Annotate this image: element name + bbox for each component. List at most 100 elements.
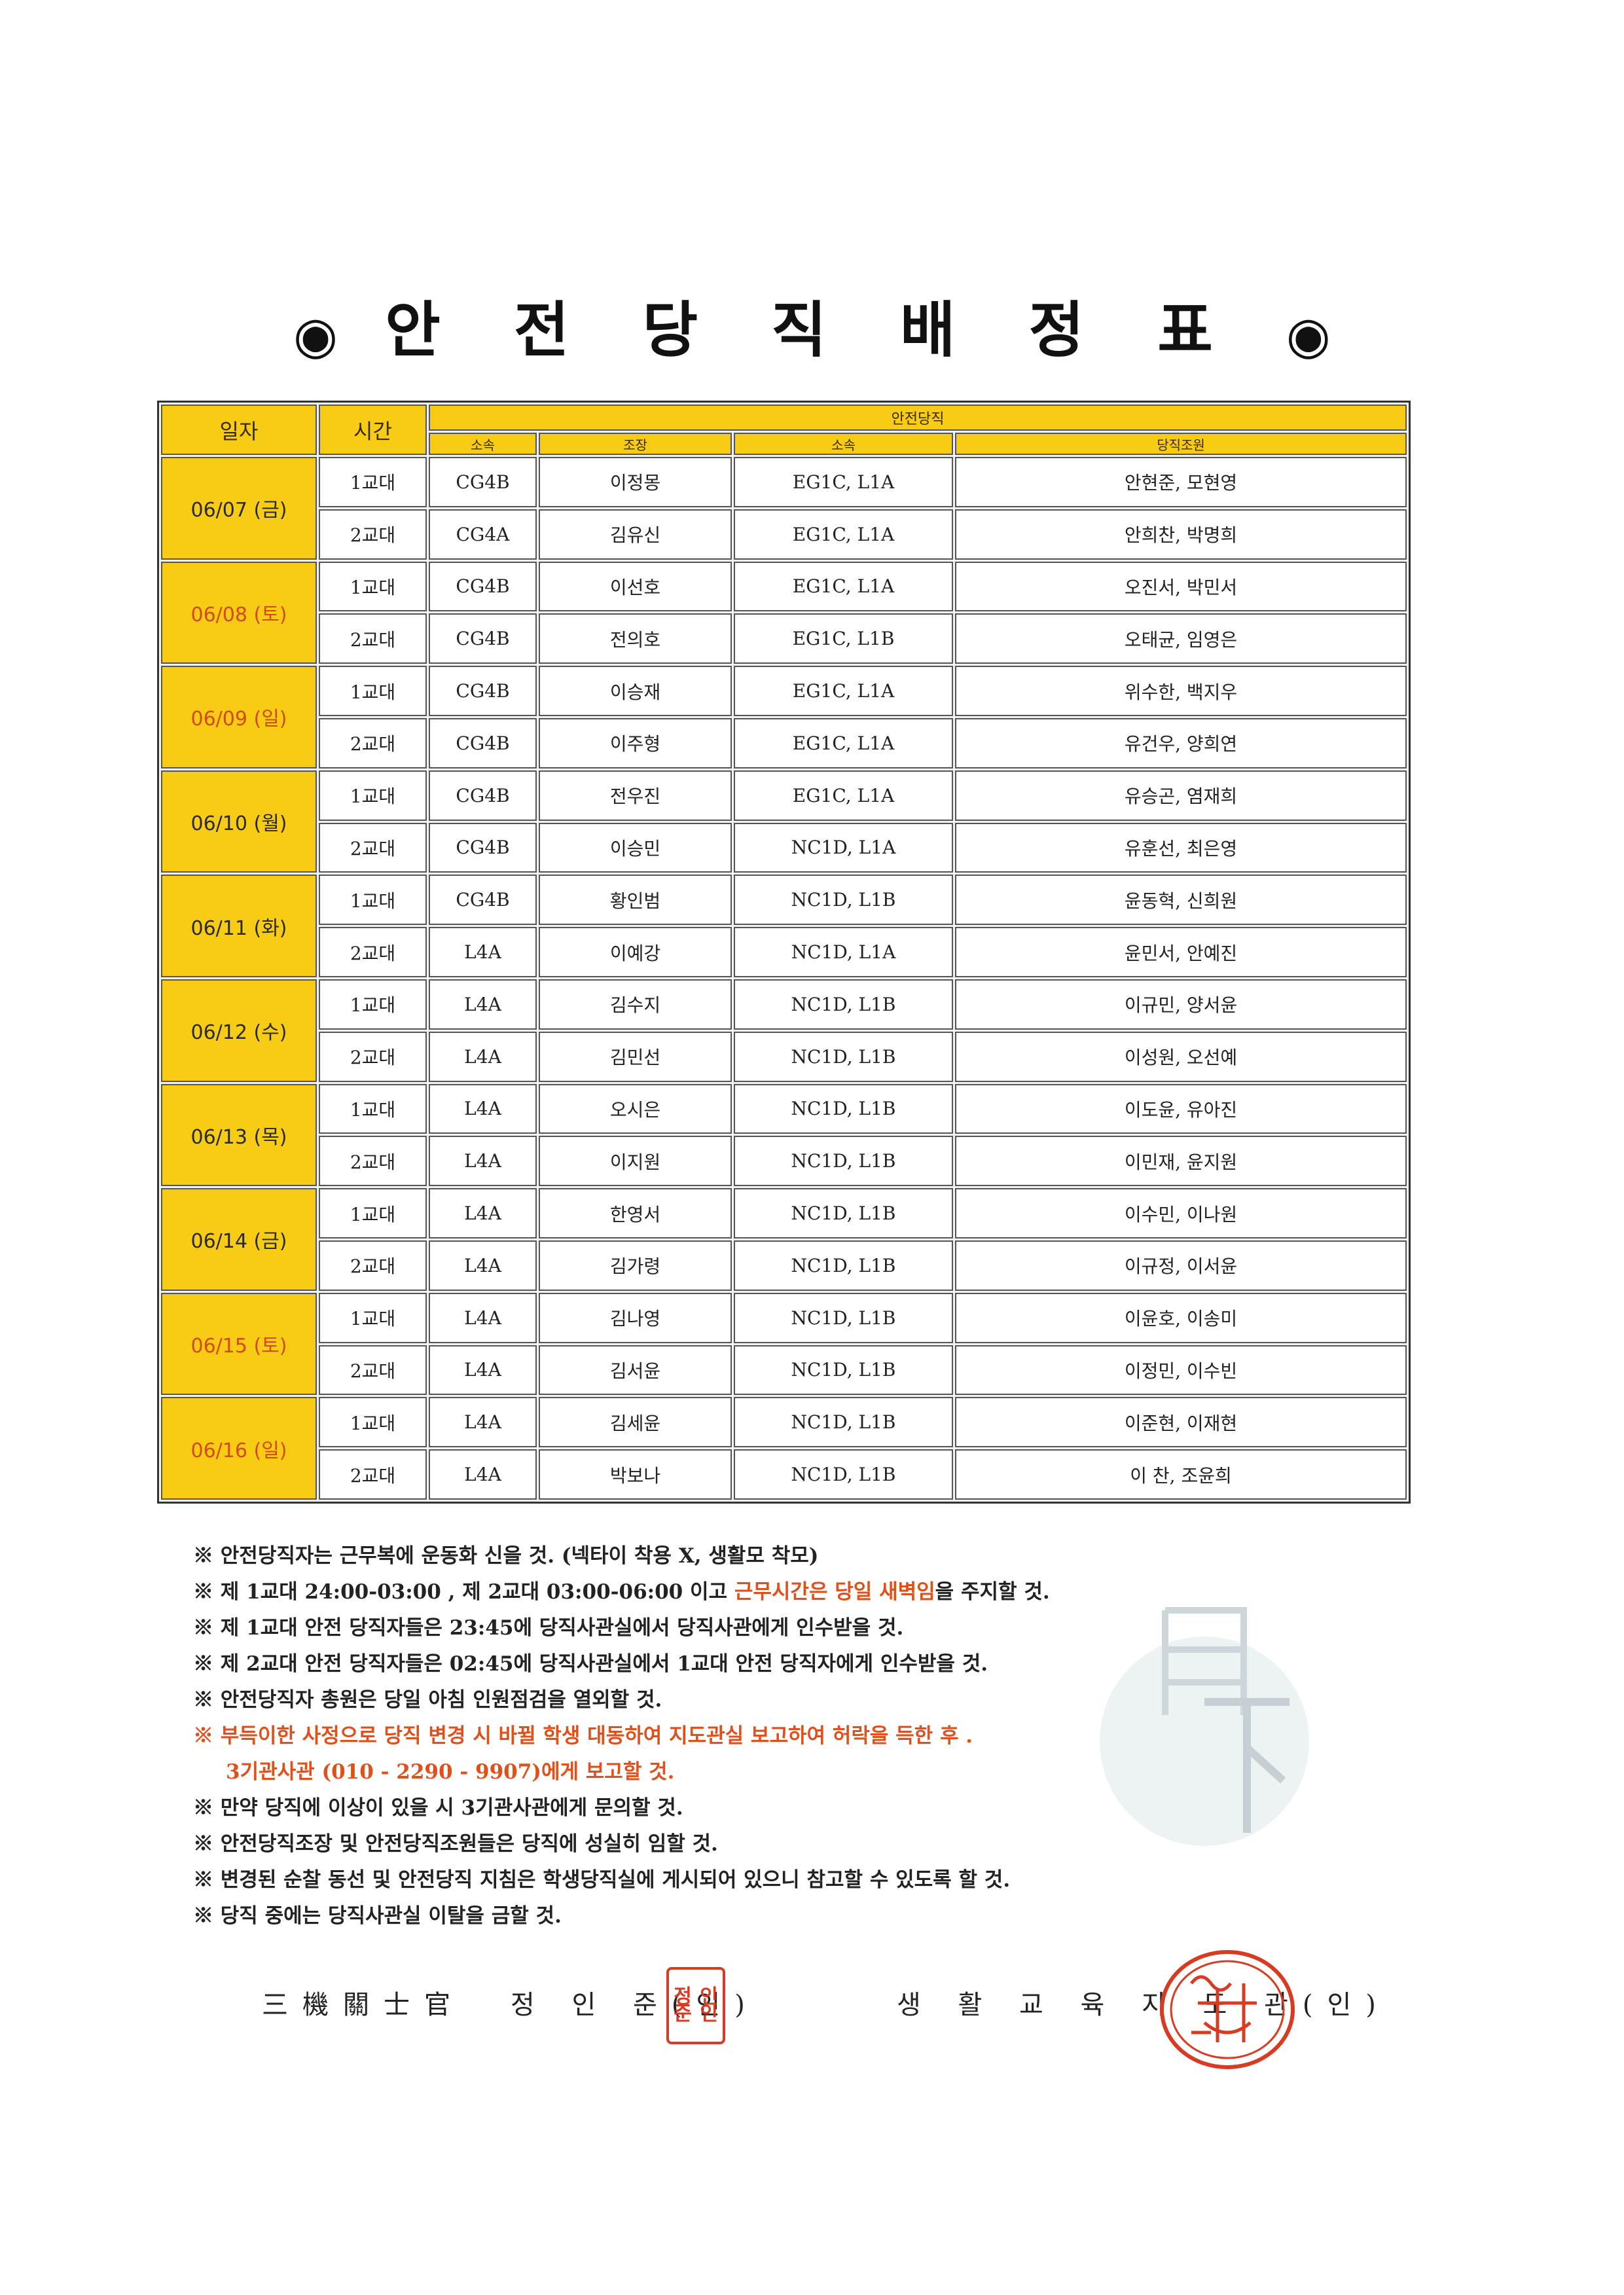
unit-cell: L4A bbox=[429, 1292, 537, 1343]
table-row: 06/14 (금) 1교대 L4A 한영서 NC1D, L1B 이수민, 이나원 bbox=[161, 1188, 1407, 1291]
unit-cell: L4A bbox=[429, 1188, 537, 1238]
header-unit-1: 소속 bbox=[429, 433, 537, 455]
table-row: 06/13 (목) 1교대 L4A 오시은 NC1D, L1B 이도윤, 유아진 bbox=[161, 1083, 1407, 1187]
table-row: 06/08 (토) 1교대 CG4B 이선호 EG1C, L1A 오진서, 박민서 bbox=[161, 561, 1407, 664]
note-shift-times-highlight: 근무시간은 당일 새벽임 bbox=[734, 1580, 935, 1604]
leader-cell: 이선호 bbox=[539, 561, 732, 612]
note-no-leaving: ※ 당직 중에는 당직사관실 이탈을 금할 것. bbox=[193, 1904, 562, 1928]
table-row: 06/09 (일) 1교대 CG4B 이승재 EG1C, L1A 위수한, 백지우 bbox=[161, 666, 1407, 768]
note-patrol-route: ※ 변경된 순찰 동선 및 안전당직 지침은 학생당직실에 게시되어 있으니 참… bbox=[193, 1868, 1011, 1892]
shift-cell: 2교대 bbox=[319, 1345, 427, 1396]
table-row: 2교대 CG4B 전의호 EG1C, L1B 오태균, 임영은 bbox=[161, 613, 1407, 664]
shift-cell: 2교대 bbox=[319, 1449, 427, 1500]
unit-cell: CG4B bbox=[429, 875, 537, 926]
note-shift-times: ※ 제 1교대 24:00-03:00 , 제 2교대 03:00-06:00 … bbox=[193, 1574, 1404, 1610]
date-cell: 06/08 (토) bbox=[161, 561, 317, 664]
date-cell: 06/14 (금) bbox=[161, 1188, 317, 1291]
leader-cell: 이예강 bbox=[539, 927, 732, 977]
shift-cell: 2교대 bbox=[319, 927, 427, 977]
unit-cell: L4A bbox=[429, 1136, 537, 1187]
table-row: 2교대 L4A 김민선 NC1D, L1B 이성원, 오선예 bbox=[161, 1031, 1407, 1082]
header-unit-2: 소속 bbox=[734, 433, 953, 455]
leader-cell: 김민선 bbox=[539, 1031, 732, 1082]
watermark-moon-emblem bbox=[1100, 1607, 1309, 1846]
shift-cell: 2교대 bbox=[319, 1136, 427, 1187]
members-cell: 이성원, 오선예 bbox=[955, 1031, 1407, 1082]
unit-cell-2: NC1D, L1B bbox=[734, 1345, 953, 1396]
note-shift2-handover: ※ 제 2교대 안전 당직자들은 02:45에 당직사관실에서 1교대 안전 당… bbox=[193, 1652, 988, 1676]
members-cell: 이 찬, 조윤희 bbox=[955, 1449, 1407, 1500]
leader-cell: 이정몽 bbox=[539, 457, 732, 507]
note-diligence: ※ 안전당직조장 및 안전당직조원들은 당직에 성실히 임할 것. bbox=[193, 1832, 718, 1856]
left-signature-name: 정 인 준(인) bbox=[511, 1990, 759, 2020]
date-cell: 06/12 (수) bbox=[161, 979, 317, 1082]
leader-cell: 김세윤 bbox=[539, 1397, 732, 1448]
shift-cell: 2교대 bbox=[319, 509, 427, 560]
right-signature-title: 생 활 교 육 지 도 관(인) bbox=[897, 1990, 1390, 2020]
unit-cell: L4A bbox=[429, 1031, 537, 1082]
unit-cell: L4A bbox=[429, 1397, 537, 1448]
shift-cell: 2교대 bbox=[319, 1240, 427, 1291]
members-cell: 이도윤, 유아진 bbox=[955, 1083, 1407, 1134]
leader-cell: 전의호 bbox=[539, 613, 732, 664]
unit-cell: L4A bbox=[429, 979, 537, 1030]
unit-cell-2: NC1D, L1B bbox=[734, 1083, 953, 1134]
table-row: 2교대 CG4A 김유신 EG1C, L1A 안희찬, 박명희 bbox=[161, 509, 1407, 560]
leader-cell: 오시은 bbox=[539, 1083, 732, 1134]
members-cell: 유훈선, 최은영 bbox=[955, 822, 1407, 873]
table-row: 2교대 L4A 이예강 NC1D, L1A 윤민서, 안예진 bbox=[161, 927, 1407, 977]
unit-cell-2: NC1D, L1B bbox=[734, 979, 953, 1030]
members-cell: 윤민서, 안예진 bbox=[955, 927, 1407, 977]
title-bullet-right: ◉ bbox=[1286, 305, 1331, 365]
unit-cell: CG4B bbox=[429, 666, 537, 716]
members-cell: 안현준, 모현영 bbox=[955, 457, 1407, 507]
note-duty-change-contact: 3기관사관 (010 - 2290 - 9907)에게 보고할 것. bbox=[226, 1760, 675, 1784]
leader-cell: 이승재 bbox=[539, 666, 732, 716]
shift-cell: 2교대 bbox=[319, 613, 427, 664]
header-date: 일자 bbox=[161, 405, 317, 455]
header-members: 당직조원 bbox=[955, 433, 1407, 455]
table-row: 2교대 L4A 김가령 NC1D, L1B 이규정, 이서윤 bbox=[161, 1240, 1407, 1291]
unit-cell-2: EG1C, L1A bbox=[734, 561, 953, 612]
note-shift-times-a: ※ 제 1교대 24:00-03:00 , 제 2교대 03:00-06:00 … bbox=[193, 1580, 734, 1604]
unit-cell: L4A bbox=[429, 1449, 537, 1500]
unit-cell-2: EG1C, L1A bbox=[734, 770, 953, 821]
date-cell: 06/13 (목) bbox=[161, 1083, 317, 1187]
members-cell: 오태균, 임영은 bbox=[955, 613, 1407, 664]
table-row: 06/11 (화) 1교대 CG4B 황인범 NC1D, L1B 윤동혁, 신희원 bbox=[161, 875, 1407, 977]
unit-cell-2: NC1D, L1A bbox=[734, 927, 953, 977]
date-cell: 06/15 (토) bbox=[161, 1292, 317, 1396]
members-cell: 유건우, 양희연 bbox=[955, 717, 1407, 768]
note-roll-call: ※ 안전당직자 총원은 당일 아침 인원점검을 열외할 것. bbox=[193, 1688, 662, 1712]
members-cell: 이규민, 양서윤 bbox=[955, 979, 1407, 1030]
unit-cell: CG4B bbox=[429, 613, 537, 664]
members-cell: 이정민, 이수빈 bbox=[955, 1345, 1407, 1396]
table-row: 2교대 L4A 박보나 NC1D, L1B 이 찬, 조윤희 bbox=[161, 1449, 1407, 1500]
leader-cell: 전우진 bbox=[539, 770, 732, 821]
leader-cell: 한영서 bbox=[539, 1188, 732, 1238]
unit-cell-2: EG1C, L1A bbox=[734, 666, 953, 716]
table-row: 2교대 L4A 김서윤 NC1D, L1B 이정민, 이수빈 bbox=[161, 1345, 1407, 1396]
members-cell: 윤동혁, 신희원 bbox=[955, 875, 1407, 926]
unit-cell: CG4B bbox=[429, 717, 537, 768]
unit-cell-2: EG1C, L1A bbox=[734, 509, 953, 560]
shift-cell: 1교대 bbox=[319, 1083, 427, 1134]
shift-cell: 2교대 bbox=[319, 717, 427, 768]
page-title: ◉ 안 전 당 직 배 정 표 ◉ bbox=[0, 281, 1624, 369]
shift-cell: 1교대 bbox=[319, 666, 427, 716]
leader-cell: 김서윤 bbox=[539, 1345, 732, 1396]
leader-cell: 이주형 bbox=[539, 717, 732, 768]
members-cell: 이규정, 이서윤 bbox=[955, 1240, 1407, 1291]
shift-cell: 1교대 bbox=[319, 457, 427, 507]
shift-cell: 2교대 bbox=[319, 822, 427, 873]
unit-cell: CG4B bbox=[429, 457, 537, 507]
unit-cell-2: NC1D, L1B bbox=[734, 1136, 953, 1187]
shift-cell: 1교대 bbox=[319, 1397, 427, 1448]
unit-cell: CG4B bbox=[429, 561, 537, 612]
unit-cell-2: NC1D, L1B bbox=[734, 1449, 953, 1500]
leader-cell: 김나영 bbox=[539, 1292, 732, 1343]
leader-cell: 김가령 bbox=[539, 1240, 732, 1291]
shift-cell: 1교대 bbox=[319, 1292, 427, 1343]
note-uniform: ※ 안전당직자는 근무복에 운동화 신을 것. (넥타이 착용 X, 생활모 착… bbox=[193, 1544, 819, 1568]
unit-cell-2: NC1D, L1B bbox=[734, 1397, 953, 1448]
